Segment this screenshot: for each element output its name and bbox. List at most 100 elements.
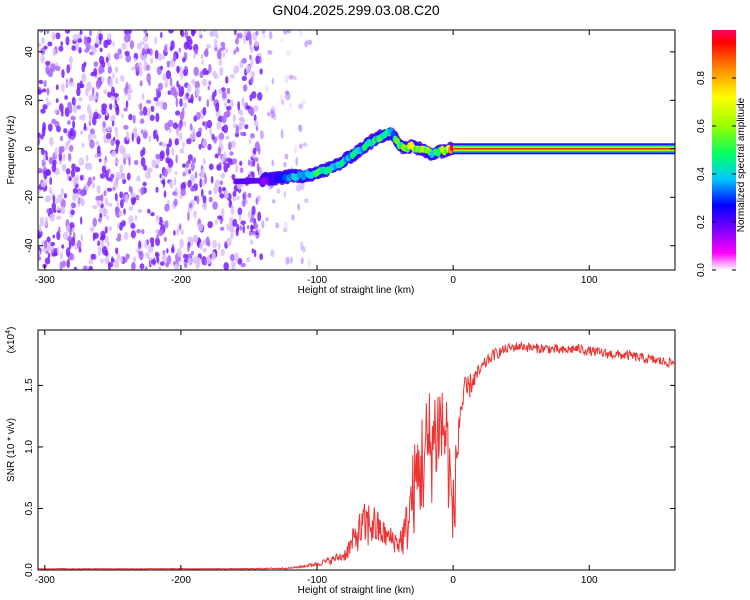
x-tick-label: 100 xyxy=(581,575,598,586)
noise-speck xyxy=(106,177,112,182)
noise-speck xyxy=(79,83,85,88)
snr-panel: -300 -200 -100 0 100 0.0 0.5 1.0 1.5 Height of … xyxy=(5,327,676,596)
noise-speck xyxy=(180,188,186,197)
noise-speck xyxy=(43,45,48,50)
noise-speck xyxy=(252,159,256,167)
noise-speck xyxy=(293,144,298,155)
noise-speck xyxy=(138,250,143,257)
noise-speck xyxy=(59,135,64,142)
noise-speck xyxy=(179,223,182,231)
noise-speck xyxy=(175,97,178,108)
noise-speck xyxy=(79,130,84,136)
noise-speck xyxy=(123,124,129,130)
noise-speck xyxy=(115,247,119,255)
noise-speck xyxy=(45,60,51,66)
noise-speck xyxy=(146,48,151,55)
noise-speck xyxy=(194,171,198,179)
noise-speck xyxy=(85,154,89,162)
noise-speck xyxy=(127,88,133,94)
noise-speck xyxy=(99,238,105,248)
noise-speck xyxy=(173,177,177,186)
noise-speck xyxy=(114,126,119,132)
noise-speck xyxy=(54,147,58,158)
noise-speck xyxy=(68,152,72,162)
noise-speck xyxy=(209,127,212,136)
noise-speck xyxy=(164,44,167,54)
y-tick-label: 40 xyxy=(24,46,35,58)
noise-speck xyxy=(47,41,53,47)
noise-speck xyxy=(133,256,137,263)
noise-speck xyxy=(147,253,151,260)
noise-speck xyxy=(123,107,128,112)
noise-speck xyxy=(44,216,49,227)
noise-speck xyxy=(295,184,301,192)
noise-speck xyxy=(250,133,255,139)
noise-speck xyxy=(253,114,257,122)
noise-speck xyxy=(78,157,85,166)
noise-speck xyxy=(110,115,116,123)
noise-speck xyxy=(180,30,185,38)
noise-speck xyxy=(114,206,120,215)
noise-speck xyxy=(202,158,206,165)
noise-speck xyxy=(164,220,169,229)
noise-speck xyxy=(254,157,259,163)
noise-speck xyxy=(148,135,152,143)
y-tick-label: 0.0 xyxy=(24,563,35,577)
noise-speck xyxy=(51,163,57,173)
noise-speck xyxy=(183,69,187,77)
noise-speck xyxy=(59,251,64,261)
snr-multiplier: (x104) xyxy=(5,327,17,354)
noise-speck xyxy=(153,129,157,140)
noise-speck xyxy=(173,53,177,61)
noise-speck xyxy=(108,226,113,232)
noise-speck xyxy=(65,142,68,151)
noise-speck xyxy=(56,215,62,220)
x-tick-label: 0 xyxy=(450,275,456,286)
colorbar-ticks: 0.0 0.2 0.4 0.6 0.8 xyxy=(696,71,736,277)
noise-speck xyxy=(100,76,104,82)
noise-speck xyxy=(211,133,215,141)
noise-speck xyxy=(159,150,164,160)
noise-speck xyxy=(179,238,185,249)
noise-speck xyxy=(125,54,131,63)
noise-speck xyxy=(231,261,236,267)
noise-speck xyxy=(190,132,196,141)
noise-speck xyxy=(241,57,247,64)
noise-speck xyxy=(93,134,97,139)
noise-speck xyxy=(201,78,208,87)
noise-speck xyxy=(134,57,137,63)
snr-y-axis: 0.0 0.5 1.0 1.5 xyxy=(24,378,675,577)
noise-speck xyxy=(227,99,231,104)
noise-speck xyxy=(139,110,144,116)
noise-speck xyxy=(209,30,215,37)
noise-speck xyxy=(226,87,231,95)
noise-speck xyxy=(123,156,127,166)
noise-speck xyxy=(217,146,222,156)
noise-speck xyxy=(92,176,96,181)
noise-speck xyxy=(69,105,73,114)
noise-speck xyxy=(40,148,45,156)
noise-speck xyxy=(219,193,225,199)
noise-speck xyxy=(249,107,255,117)
noise-speck xyxy=(61,260,66,268)
noise-speck xyxy=(154,36,158,45)
noise-speck xyxy=(81,142,85,148)
noise-speck xyxy=(283,161,287,168)
noise-speck xyxy=(268,31,273,40)
noise-speck xyxy=(71,96,76,106)
noise-speck xyxy=(46,236,51,243)
noise-speck xyxy=(238,214,242,222)
noise-speck xyxy=(145,99,152,104)
noise-speck xyxy=(178,47,182,53)
noise-speck xyxy=(242,84,248,92)
noise-speck xyxy=(38,132,41,138)
noise-speck xyxy=(79,189,86,197)
noise-speck xyxy=(234,30,237,36)
noise-speck xyxy=(110,258,115,263)
noise-speck xyxy=(257,211,262,222)
noise-speck xyxy=(187,257,192,265)
noise-speck xyxy=(61,163,67,172)
noise-speck xyxy=(301,99,307,105)
noise-speck xyxy=(113,93,119,98)
noise-speck xyxy=(139,263,145,270)
